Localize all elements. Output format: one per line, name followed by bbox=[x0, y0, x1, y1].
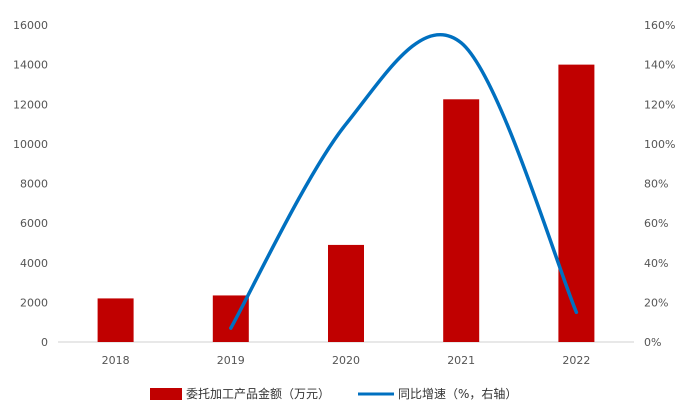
right-axis-tick-label: 20% bbox=[644, 296, 668, 309]
left-axis-tick-label: 8000 bbox=[20, 178, 48, 191]
bar bbox=[97, 298, 134, 342]
bar bbox=[328, 244, 364, 342]
left-axis-tick-label: 10000 bbox=[13, 138, 48, 151]
left-axis-tick-label: 16000 bbox=[13, 19, 48, 32]
left-axis-tick-label: 4000 bbox=[20, 257, 48, 270]
left-axis-tick-label: 0 bbox=[41, 336, 48, 349]
left-axis-tick-label: 14000 bbox=[13, 59, 48, 72]
x-axis-tick-label: 2022 bbox=[562, 354, 590, 367]
x-axis-tick-label: 2021 bbox=[447, 354, 475, 367]
bar bbox=[443, 99, 480, 342]
x-axis-tick-label: 2020 bbox=[332, 354, 360, 367]
legend-bar-label: 委托加工产品金额（万元） bbox=[186, 386, 330, 401]
legend-line-label: 同比增速（%，右轴） bbox=[398, 386, 517, 401]
right-axis-tick-label: 80% bbox=[644, 178, 668, 191]
right-axis-tick-label: 0% bbox=[644, 336, 661, 349]
growth-rate-line bbox=[229, 33, 579, 330]
bar-series bbox=[97, 64, 595, 342]
legend-bar-swatch bbox=[150, 388, 182, 400]
left-axis-ticks: 0 2000 4000 6000 8000 10000 12000 14000 16000 bbox=[13, 19, 48, 349]
left-axis-tick-label: 12000 bbox=[13, 98, 48, 111]
line-series bbox=[229, 33, 579, 330]
right-axis-tick-label: 140% bbox=[644, 59, 675, 72]
right-axis-tick-label: 60% bbox=[644, 217, 668, 230]
right-axis-tick-label: 100% bbox=[644, 138, 675, 151]
left-axis-tick-label: 2000 bbox=[20, 296, 48, 309]
x-axis-tick-label: 2019 bbox=[217, 354, 245, 367]
right-axis-tick-label: 160% bbox=[644, 19, 675, 32]
legend: 委托加工产品金额（万元） 同比增速（%，右轴） bbox=[150, 386, 517, 401]
x-axis-ticks: 2018 2019 2020 2021 2022 bbox=[102, 354, 591, 367]
left-axis-tick-label: 6000 bbox=[20, 217, 48, 230]
right-axis-tick-label: 120% bbox=[644, 98, 675, 111]
right-axis-tick-label: 40% bbox=[644, 257, 668, 270]
x-axis-tick-label: 2018 bbox=[102, 354, 130, 367]
right-axis-ticks: 0% 20% 40% 60% 80% 100% 120% 140% 160% bbox=[644, 19, 675, 349]
bar bbox=[558, 64, 595, 342]
